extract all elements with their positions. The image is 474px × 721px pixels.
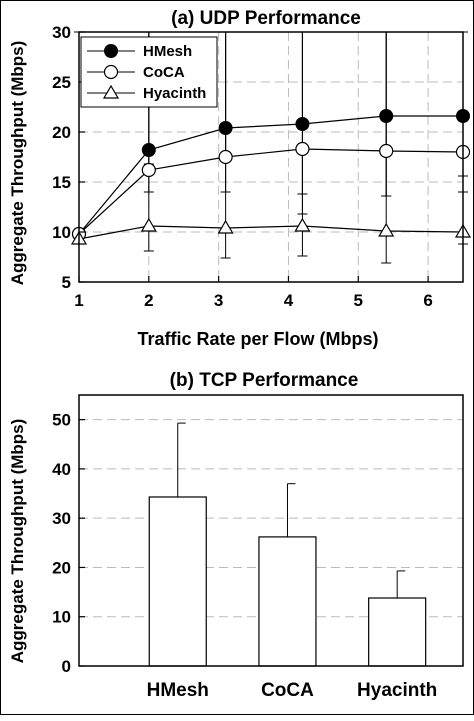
tcp-chart: (b) TCP Performance Aggregate Throughput… bbox=[8, 370, 464, 701]
legend-label-coca: CoCA bbox=[143, 64, 185, 81]
udp-point-hmesh bbox=[141, 143, 156, 157]
udp-y-axis-label: Aggregate Throughput (Mbps) bbox=[8, 41, 27, 286]
tcp-grid bbox=[79, 419, 463, 618]
tcp-category-label-hyacinth: Hyacinth bbox=[357, 680, 437, 701]
udp-legend: HMesh CoCA Hyacinth bbox=[80, 36, 218, 108]
udp-line-hyacinth bbox=[78, 225, 464, 240]
legend-label-hyacinth: Hyacinth bbox=[143, 85, 206, 102]
udp-plot-frame bbox=[78, 31, 464, 283]
tcp-error-bars bbox=[177, 422, 406, 599]
udp-line-hmesh bbox=[78, 115, 463, 235]
udp-y-tick-label: 25 bbox=[52, 73, 71, 92]
tcp-y-tick-label: 30 bbox=[52, 509, 71, 528]
legend-marker-hmesh bbox=[104, 44, 118, 58]
udp-x-tick-label: 1 bbox=[74, 291, 83, 310]
tcp-category-label-coca: CoCA bbox=[261, 680, 314, 701]
udp-line-coca bbox=[78, 148, 464, 235]
udp-y-tick-label: 5 bbox=[62, 273, 71, 292]
udp-x-tick-label: 2 bbox=[144, 291, 153, 310]
udp-y-tick-label: 10 bbox=[52, 223, 71, 242]
tcp-category-label-hmesh: HMesh bbox=[147, 680, 209, 701]
tcp-y-tick-label: 50 bbox=[52, 411, 71, 430]
tcp-y-axis-label: Aggregate Throughput (Mbps) bbox=[8, 419, 27, 664]
udp-y-tick-label: 20 bbox=[52, 123, 71, 142]
udp-point-hyacinth bbox=[294, 217, 311, 232]
legend-label-hmesh: HMesh bbox=[143, 43, 192, 60]
legend-marker-hyacinth bbox=[102, 84, 120, 99]
tcp-bars bbox=[148, 496, 427, 667]
tcp-plot-frame bbox=[78, 394, 464, 667]
udp-point-hmesh bbox=[295, 117, 310, 131]
udp-point-coca bbox=[379, 143, 394, 159]
udp-x-axis-label: Traffic Rate per Flow (Mbps) bbox=[137, 329, 378, 349]
udp-point-hmesh bbox=[379, 109, 394, 123]
udp-chart: (a) UDP Performance Aggregate Throughput… bbox=[8, 8, 472, 349]
udp-ticks: 5 10 15 20 25 30 1 2 3 4 5 6 bbox=[52, 23, 433, 310]
udp-point-hyacinth bbox=[140, 217, 157, 232]
udp-x-tick-label: 4 bbox=[284, 291, 294, 310]
udp-series-lines bbox=[78, 115, 464, 240]
udp-point-hmesh bbox=[218, 121, 233, 135]
udp-point-hyacinth bbox=[378, 222, 395, 237]
udp-y-tick-label: 30 bbox=[52, 23, 71, 42]
udp-point-hyacinth bbox=[217, 219, 234, 234]
tcp-y-tick-label: 0 bbox=[62, 657, 71, 676]
tcp-bar-coca bbox=[258, 536, 317, 667]
legend-marker-coca bbox=[103, 64, 119, 80]
udp-x-tick-label: 5 bbox=[354, 291, 363, 310]
udp-y-tick-label: 15 bbox=[52, 173, 71, 192]
udp-chart-title: (a) UDP Performance bbox=[171, 8, 361, 29]
udp-point-coca bbox=[141, 162, 156, 178]
tcp-chart-title: (b) TCP Performance bbox=[170, 370, 359, 391]
tcp-y-tick-label: 10 bbox=[52, 608, 71, 627]
tcp-bar-hyacinth bbox=[368, 597, 427, 667]
udp-data-points bbox=[70, 109, 472, 245]
udp-point-coca bbox=[218, 149, 233, 165]
tcp-y-tick-label: 20 bbox=[52, 558, 71, 577]
udp-point-coca bbox=[295, 141, 310, 157]
tcp-ticks: 0 10 20 30 40 50 HMesh CoCA Hyacinth bbox=[52, 411, 437, 701]
tcp-y-tick-label: 40 bbox=[52, 460, 71, 479]
tcp-bar-hmesh bbox=[148, 496, 207, 667]
udp-x-tick-label: 3 bbox=[214, 291, 223, 310]
udp-x-tick-label: 6 bbox=[423, 291, 432, 310]
